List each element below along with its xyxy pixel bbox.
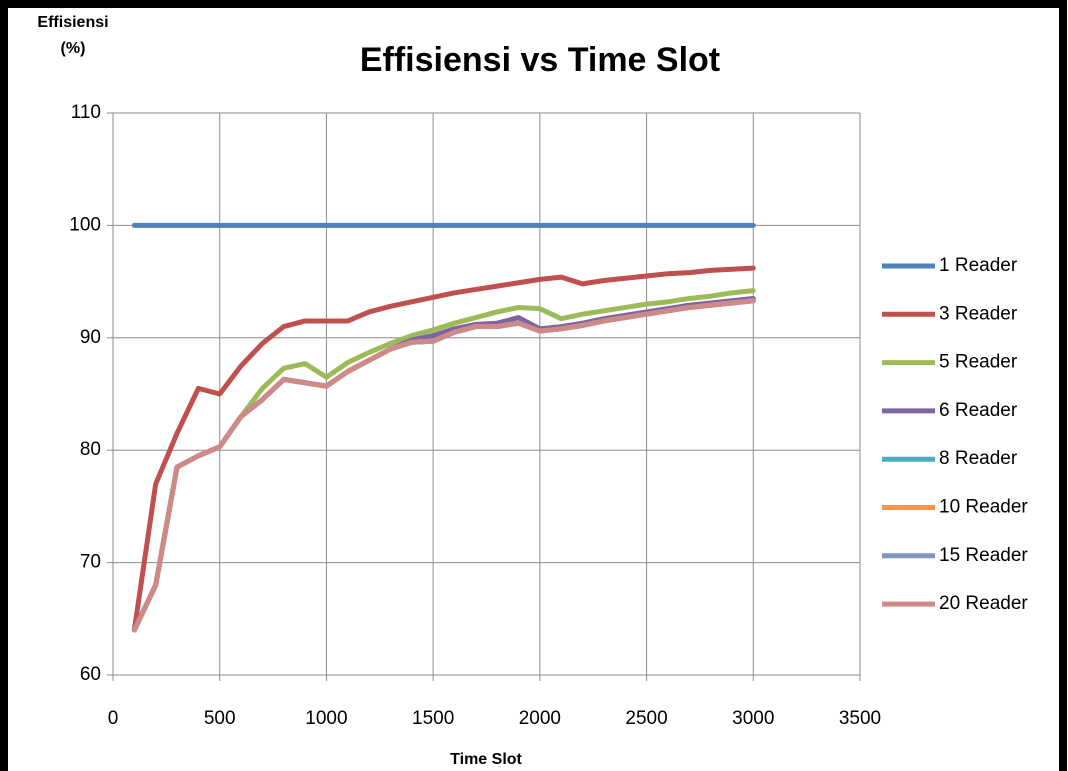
legend-label: 20 Reader [939, 593, 1028, 614]
x-tick-label: 2500 [625, 708, 667, 729]
legend-label: 6 Reader [939, 400, 1018, 421]
series-line [131, 298, 756, 633]
x-tick-label: 3500 [839, 708, 881, 729]
y-tick-label: 60 [80, 664, 101, 685]
legend-label: 10 Reader [939, 497, 1028, 518]
x-tick-label: 500 [204, 708, 236, 729]
series-line [131, 298, 756, 633]
x-axis-label: Time Slot [450, 751, 522, 768]
x-tick-label: 1500 [412, 708, 454, 729]
legend-label: 5 Reader [939, 352, 1018, 373]
series-line [131, 295, 756, 633]
y-tick-label: 100 [69, 214, 101, 235]
x-tick-label: 1000 [305, 708, 347, 729]
y-tick-label: 110 [71, 102, 101, 123]
y-axis-label: Effisiensi (%) [37, 14, 109, 57]
y-tick-label: 90 [80, 327, 101, 348]
series-line [131, 298, 756, 633]
chart-title: Effisiensi vs Time Slot [360, 41, 720, 79]
series-line [131, 265, 756, 633]
y-tick-label: 70 [80, 552, 101, 573]
x-tick-label: 2000 [519, 708, 561, 729]
series-line [131, 298, 756, 633]
legend-label: 15 Reader [939, 545, 1028, 566]
series-line [131, 288, 756, 633]
legend-label: 1 Reader [939, 255, 1018, 276]
x-tick-label: 3000 [732, 708, 774, 729]
legend-label: 3 Reader [939, 303, 1018, 324]
y-tick-label: 80 [80, 439, 101, 460]
legend-label: 8 Reader [939, 448, 1018, 469]
x-tick-label: 0 [108, 708, 119, 729]
